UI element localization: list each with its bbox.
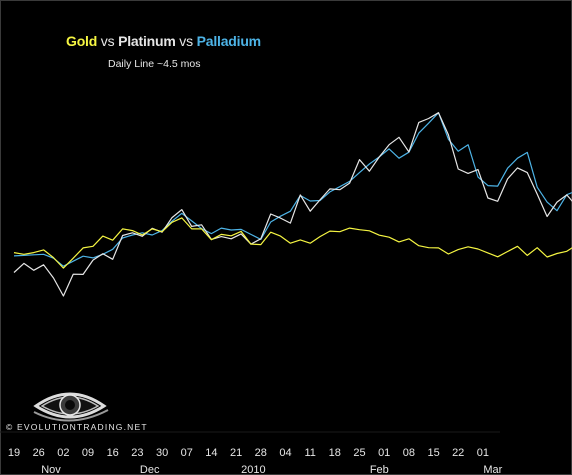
x-tick-label: 14 — [205, 447, 217, 459]
series-line-platinum — [13, 112, 572, 297]
x-tick-label: 18 — [329, 447, 341, 459]
x-tick-label: 19 — [8, 447, 20, 459]
x-tick-label: 23 — [131, 447, 143, 459]
x-tick-label: 07 — [181, 447, 193, 459]
x-tick-label: 16 — [107, 447, 119, 459]
x-tick-label: 26 — [33, 447, 45, 459]
title-platinum: Platinum — [118, 33, 176, 49]
month-label: Mar — [483, 464, 502, 475]
x-tick-label: 30 — [156, 447, 168, 459]
chart-subtitle: Daily Line ~4.5 mos — [108, 58, 201, 70]
x-tick-label: 04 — [279, 447, 291, 459]
title-vs-1: vs — [97, 33, 119, 49]
x-tick-label: 25 — [353, 447, 365, 459]
x-tick-label: 28 — [255, 447, 267, 459]
x-tick-label: 21 — [230, 447, 242, 459]
month-label: Dec — [140, 464, 160, 475]
x-tick-label: 02 — [57, 447, 69, 459]
series-line-palladium — [13, 112, 572, 267]
title-gold: Gold — [66, 33, 98, 49]
month-label: 2010 — [241, 464, 265, 475]
series-layer — [13, 112, 572, 297]
x-tick-label: 22 — [452, 447, 464, 459]
eye-logo-icon — [33, 392, 109, 422]
x-tick-label: 08 — [403, 447, 415, 459]
title-palladium: Palladium — [196, 33, 262, 49]
x-tick-label: 01 — [378, 447, 390, 459]
chart-title: Gold vs Platinum vs Palladium — [66, 33, 261, 49]
x-axis: 19 26 02 09 16 23 30 07 14 21 28 04 11 18 25 01 08 15 22 01… — [0, 431, 503, 475]
series-line-gold — [13, 217, 572, 269]
title-vs-2: vs — [175, 33, 197, 49]
x-tick-label: 11 — [304, 447, 315, 459]
x-tick-label: 15 — [427, 447, 439, 459]
month-label: Nov — [41, 464, 61, 475]
x-tick-label: 09 — [82, 447, 94, 459]
x-tick-label: 01 — [477, 447, 489, 459]
website-watermark: © EVOLUTIONTRADING.NET — [6, 422, 148, 432]
month-label: Feb — [370, 464, 389, 475]
